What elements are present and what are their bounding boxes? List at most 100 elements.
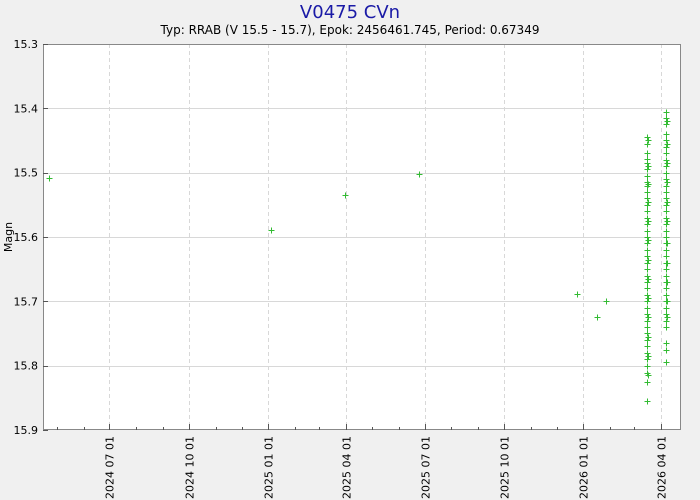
data-point: [644, 279, 651, 286]
data-point: [644, 141, 651, 148]
data-point: [644, 273, 651, 280]
data-point: [663, 359, 670, 366]
data-point: [663, 121, 670, 128]
data-point: [644, 215, 651, 222]
y-tick-label: 15.3: [14, 38, 39, 51]
data-point: [644, 253, 651, 260]
data-point: [663, 228, 670, 235]
data-point: [644, 221, 651, 228]
data-point: [342, 192, 349, 199]
data-point: [644, 195, 651, 202]
data-point: [663, 347, 670, 354]
data-point: [644, 247, 651, 254]
data-point: [645, 163, 652, 170]
data-point: [644, 363, 651, 370]
data-point: [645, 353, 652, 360]
data-point: [644, 330, 651, 337]
data-point: [644, 379, 651, 386]
data-point: [663, 234, 670, 241]
y-tick-label: 15.5: [14, 167, 39, 180]
x-tick-label: 2025 01 01: [263, 436, 276, 499]
data-point: [664, 118, 671, 125]
data-point: [644, 173, 651, 180]
data-point: [663, 109, 670, 116]
x-tick-label: 2025 04 01: [341, 436, 354, 499]
data-point: [663, 208, 670, 215]
chart-title: V0475 CVn: [300, 2, 400, 23]
data-point: [663, 305, 670, 312]
data-point: [645, 137, 652, 144]
data-point: [663, 318, 670, 325]
data-point: [663, 195, 670, 202]
data-point: [645, 372, 652, 379]
data-point: [663, 340, 670, 347]
data-point: [644, 398, 651, 405]
data-point: [644, 134, 651, 141]
data-point: [645, 276, 652, 283]
grid-layer: [43, 44, 681, 430]
x-tick-label: 2025 07 01: [420, 436, 433, 499]
data-point: [574, 291, 581, 298]
data-point: [46, 175, 53, 182]
data-point: [663, 150, 670, 157]
data-point: [594, 314, 601, 321]
data-point: [663, 131, 670, 138]
data-point: [268, 227, 275, 234]
data-point: [644, 311, 651, 318]
data-point: [663, 115, 670, 122]
data-point: [644, 343, 651, 350]
data-point: [663, 157, 670, 164]
data-point: [645, 181, 652, 188]
data-point: [663, 183, 670, 190]
x-tick-label: 2026 01 01: [578, 436, 591, 499]
data-point: [644, 240, 651, 247]
data-point: [416, 171, 423, 178]
data-point: [663, 292, 670, 299]
data-point: [664, 179, 671, 186]
data-point: [663, 247, 670, 254]
data-point: [664, 199, 671, 206]
data-point: [664, 298, 671, 305]
data-point: [663, 137, 670, 144]
data-point: [644, 356, 651, 363]
data-points-layer: [46, 109, 671, 405]
data-point: [644, 166, 651, 173]
data-point: [663, 189, 670, 196]
data-point: [663, 324, 670, 331]
data-point: [644, 260, 651, 267]
data-point: [644, 292, 651, 299]
data-point: [663, 176, 670, 183]
data-point: [663, 273, 670, 280]
data-point: [644, 298, 651, 305]
x-tick-label: 2025 10 01: [499, 436, 512, 499]
data-point: [663, 202, 670, 209]
y-axis-label: Magn: [2, 222, 15, 252]
data-point: [645, 334, 652, 341]
data-point: [645, 257, 652, 264]
data-point: [664, 141, 671, 148]
x-tick-label: 2026 04 01: [656, 436, 669, 499]
chart-subtitle: Typ: RRAB (V 15.5 - 15.7), Epok: 2456461…: [160, 23, 540, 37]
data-point: [644, 228, 651, 235]
axes-layer: 15.3 15.4 15.5 15.6 15.7 15.8 15.9 2024 07 01 20…: [14, 38, 669, 499]
data-point: [664, 260, 671, 267]
data-point: [644, 234, 651, 241]
data-point: [663, 311, 670, 318]
data-point: [645, 218, 652, 225]
y-tick-label: 15.9: [14, 424, 39, 437]
data-point: [663, 144, 670, 151]
data-point: [644, 160, 651, 167]
x-tick-label: 2024 10 01: [184, 436, 197, 499]
data-point: [663, 221, 670, 228]
data-point: [603, 298, 610, 305]
data-point: [645, 295, 652, 302]
data-point: [663, 253, 670, 260]
data-point: [664, 314, 671, 321]
y-tick-label: 15.8: [14, 360, 39, 373]
data-point: [644, 150, 651, 157]
data-point: [644, 208, 651, 215]
data-point: [645, 199, 652, 206]
data-point: [644, 337, 651, 344]
